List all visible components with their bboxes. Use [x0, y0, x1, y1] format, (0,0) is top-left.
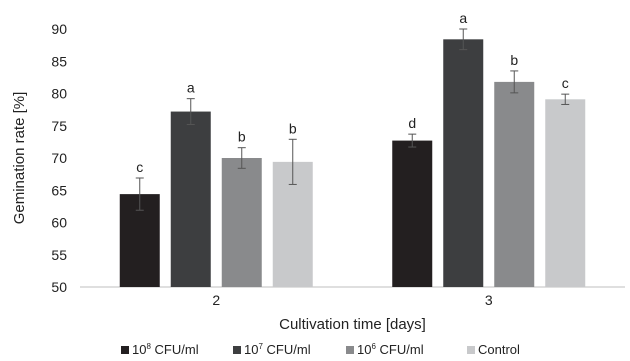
legend-swatch: [121, 346, 129, 354]
significance-letter: d: [408, 115, 416, 131]
bar: [545, 99, 586, 288]
significance-letter: b: [289, 120, 297, 136]
x-tick-label: 2: [212, 292, 220, 308]
legend-label: 106 CFU/ml: [357, 342, 424, 357]
significance-letter: b: [510, 52, 518, 68]
legend-item: 108 CFU/ml: [121, 342, 199, 357]
y-tick-label: 90: [51, 21, 67, 37]
bars: c a b b d a b c: [119, 10, 586, 288]
y-tick-label: 75: [51, 118, 67, 134]
x-axis-title: Cultivation time [days]: [279, 316, 426, 333]
bar: [494, 81, 535, 287]
legend: 108 CFU/ml 107 CFU/ml 106 CFU/ml Control: [121, 342, 520, 357]
legend-item: 106 CFU/ml: [346, 342, 424, 357]
bar: [392, 140, 433, 287]
legend-label: 108 CFU/ml: [132, 342, 199, 357]
significance-letter: c: [136, 159, 143, 175]
y-tick-label: 70: [51, 150, 67, 166]
legend-item: 107 CFU/ml: [233, 342, 311, 357]
bar: [443, 39, 484, 287]
legend-swatch: [467, 346, 475, 354]
y-tick-label: 65: [51, 182, 67, 198]
legend-label: Control: [478, 342, 520, 357]
significance-letter: a: [187, 80, 195, 96]
y-axis-ticks: 50 55 60 65 70 75 80 85 90: [51, 21, 67, 295]
legend-label: 107 CFU/ml: [244, 342, 311, 357]
significance-letter: a: [459, 10, 467, 26]
significance-letter: b: [238, 129, 246, 145]
legend-swatch: [233, 346, 241, 354]
significance-letter: c: [562, 75, 569, 91]
y-tick-label: 60: [51, 215, 67, 231]
y-axis-title: Gemination rate [%]: [11, 92, 28, 225]
bar: [170, 111, 211, 287]
y-tick-label: 55: [51, 247, 67, 263]
legend-swatch: [346, 346, 354, 354]
y-tick-label: 80: [51, 86, 67, 102]
y-tick-label: 50: [51, 279, 67, 295]
x-tick-label: 3: [485, 292, 493, 308]
y-tick-label: 85: [51, 53, 67, 69]
legend-item: Control: [467, 342, 520, 357]
bar: [221, 158, 262, 287]
